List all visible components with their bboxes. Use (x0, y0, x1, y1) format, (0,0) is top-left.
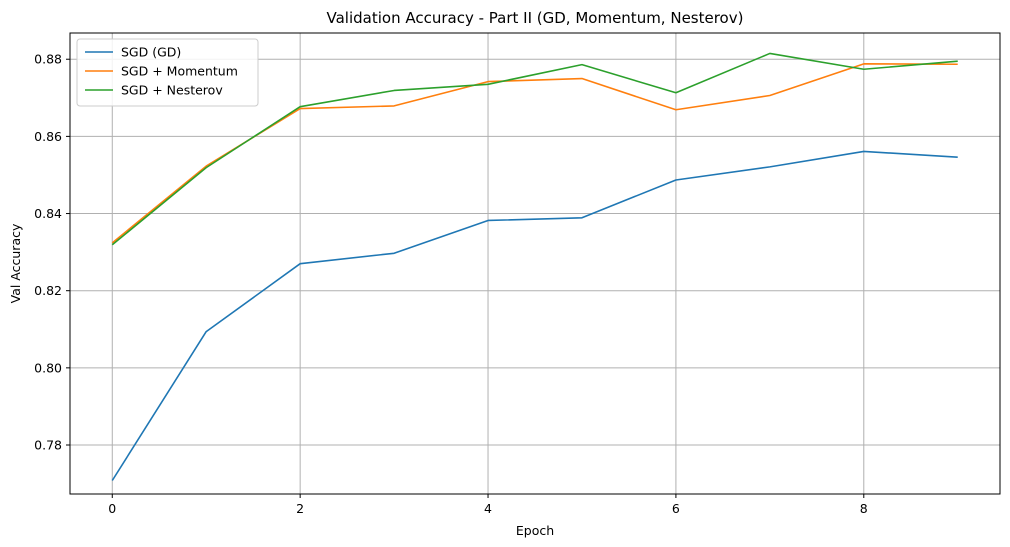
series-lines (111, 52, 958, 481)
y-tick-label: 0.78 (34, 438, 62, 453)
legend-entry: SGD + Momentum (121, 64, 238, 79)
chart-title: Validation Accuracy - Part II (GD, Momen… (327, 9, 744, 27)
axis-ticks: 0 2 4 6 8 0.78 0.80 0.82 0.84 0.86 0.88 (34, 52, 868, 516)
series-line-1 (111, 150, 958, 481)
x-tick-label: 8 (860, 501, 868, 516)
x-tick-label: 0 (108, 501, 116, 516)
x-tick-label: 4 (484, 501, 492, 516)
y-tick-label: 0.84 (34, 206, 62, 221)
legend-entry: SGD (GD) (121, 45, 181, 60)
x-tick-label: 2 (296, 501, 304, 516)
y-tick-label: 0.86 (34, 129, 62, 144)
legend-entry: SGD + Nesterov (121, 83, 223, 98)
plot-frame (69, 32, 1001, 495)
legend: SGD (GD) SGD + Momentum SGD + Nesterov (76, 38, 259, 107)
series-line-3 (111, 52, 958, 246)
y-tick-label: 0.80 (34, 360, 62, 375)
x-tick-label: 6 (672, 501, 680, 516)
y-tick-label: 0.88 (34, 52, 62, 67)
x-axis-label: Epoch (516, 523, 554, 538)
legend-box (76, 38, 259, 107)
y-axis-label: Val Accuracy (8, 223, 23, 303)
y-tick-label: 0.82 (34, 283, 62, 298)
